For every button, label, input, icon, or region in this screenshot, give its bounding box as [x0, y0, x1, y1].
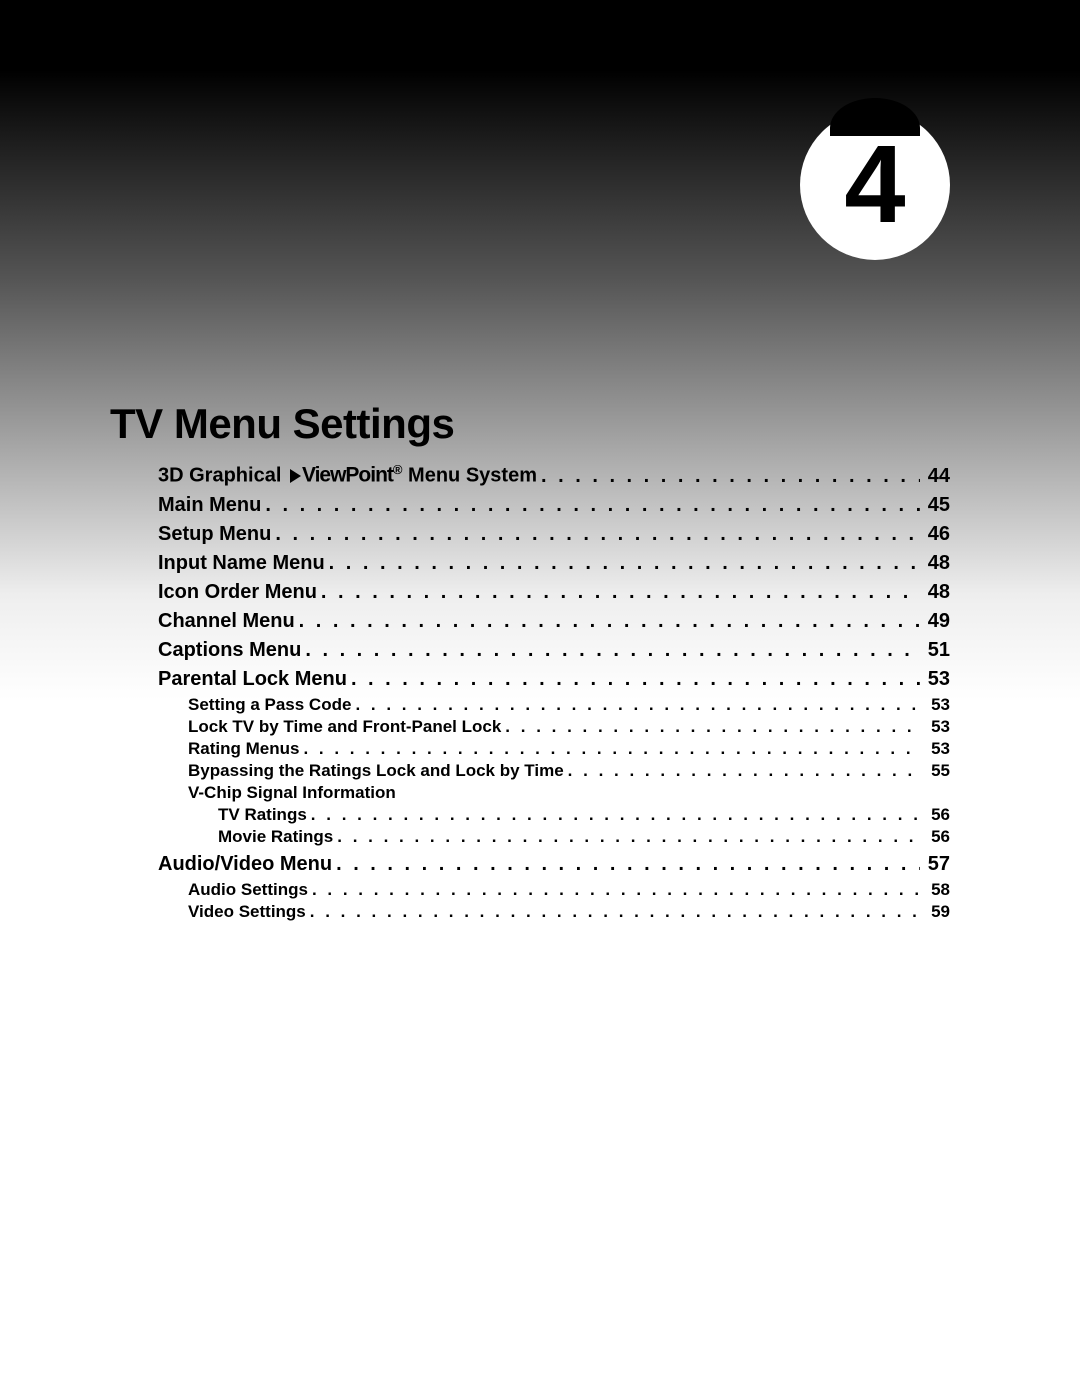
- toc-page-number: 55: [920, 761, 950, 781]
- toc-page-number: 46: [920, 523, 950, 546]
- toc-row: Setting a Pass Code 53: [110, 695, 950, 715]
- toc-leader: [301, 639, 920, 662]
- viewpoint-wordmark: ViewPoint: [302, 464, 393, 487]
- toc-leader: [564, 761, 920, 781]
- content-block: TV Menu Settings 3D Graphical ViewPoint®…: [110, 400, 950, 924]
- toc-row: V-Chip Signal Information: [110, 783, 950, 803]
- toc-leader: [271, 523, 920, 546]
- toc-label: Main Menu: [158, 494, 261, 517]
- toc-page-number: 57: [920, 853, 950, 876]
- toc-row: Channel Menu 49: [110, 610, 950, 633]
- toc-label: Setup Menu: [158, 523, 271, 546]
- page: 4 TV Menu Settings 3D Graphical ViewPoin…: [0, 0, 1080, 1397]
- toc-page-number: 53: [920, 695, 950, 715]
- toc-row: Setup Menu 46: [110, 523, 950, 546]
- toc-label: Audio/Video Menu: [158, 853, 332, 876]
- toc-page-number: 56: [920, 827, 950, 847]
- toc-leader: [351, 695, 920, 715]
- table-of-contents: 3D Graphical ViewPoint® Menu System 44 Mai…: [110, 462, 950, 922]
- toc-page-number: 45: [920, 494, 950, 517]
- toc-leader: [332, 853, 920, 876]
- toc-page-number: 48: [920, 581, 950, 604]
- toc-leader: [308, 880, 920, 900]
- toc-leader: [333, 827, 920, 847]
- toc-page-number: 59: [920, 902, 950, 922]
- toc-page-number: 49: [920, 610, 950, 633]
- toc-label: 3D Graphical ViewPoint® Menu System: [158, 462, 537, 488]
- triangle-right-icon: [290, 469, 301, 483]
- toc-page-number: 51: [920, 639, 950, 662]
- toc-page-number: 56: [920, 805, 950, 825]
- toc-page-number: 48: [920, 552, 950, 575]
- toc-leader: [307, 805, 920, 825]
- toc-label: Movie Ratings: [218, 827, 333, 847]
- toc-leader: [325, 552, 920, 575]
- toc-label: Lock TV by Time and Front-Panel Lock: [188, 717, 501, 737]
- toc-label: Bypassing the Ratings Lock and Lock by T…: [188, 761, 564, 781]
- toc-label: Channel Menu: [158, 610, 295, 633]
- registered-mark: ®: [393, 462, 403, 477]
- toc-page-number: 58: [920, 880, 950, 900]
- toc-leader: [347, 668, 920, 691]
- toc-row: Audio/Video Menu 57: [110, 853, 950, 876]
- toc-row: Main Menu 45: [110, 494, 950, 517]
- toc-label: Audio Settings: [188, 880, 308, 900]
- toc-row: Movie Ratings 56: [110, 827, 950, 847]
- toc-label: Captions Menu: [158, 639, 301, 662]
- toc-row: TV Ratings 56: [110, 805, 950, 825]
- toc-label: Rating Menus: [188, 739, 299, 759]
- toc-label: Setting a Pass Code: [188, 695, 351, 715]
- toc-label: Input Name Menu: [158, 552, 325, 575]
- toc-label: Video Settings: [188, 902, 306, 922]
- toc-label: TV Ratings: [218, 805, 307, 825]
- toc-row: 3D Graphical ViewPoint® Menu System 44: [110, 462, 950, 488]
- toc-page-number: 53: [920, 668, 950, 691]
- toc-row: Parental Lock Menu 53: [110, 668, 950, 691]
- toc-leader: [299, 739, 920, 759]
- toc-label: V-Chip Signal Information: [188, 783, 396, 803]
- toc-row: Input Name Menu 48: [110, 552, 950, 575]
- toc-row: Icon Order Menu 48: [110, 581, 950, 604]
- toc-leader: [295, 610, 920, 633]
- toc-row: Bypassing the Ratings Lock and Lock by T…: [110, 761, 950, 781]
- toc-row: Audio Settings 58: [110, 880, 950, 900]
- toc-page-number: 53: [920, 739, 950, 759]
- chapter-badge: 4: [800, 110, 950, 260]
- toc-label: Parental Lock Menu: [158, 668, 347, 691]
- toc-leader: [261, 494, 920, 517]
- toc-row: Video Settings 59: [110, 902, 950, 922]
- toc-leader: [317, 581, 920, 604]
- toc-row: Lock TV by Time and Front-Panel Lock 53: [110, 717, 950, 737]
- toc-label: Icon Order Menu: [158, 581, 317, 604]
- toc-leader: [501, 717, 920, 737]
- toc-row: Captions Menu 51: [110, 639, 950, 662]
- toc-leader: [306, 902, 920, 922]
- toc-row: Rating Menus 53: [110, 739, 950, 759]
- toc-page-number: 53: [920, 717, 950, 737]
- page-title: TV Menu Settings: [110, 400, 950, 448]
- toc-leader: [537, 465, 920, 488]
- toc-page-number: 44: [920, 465, 950, 488]
- chapter-number: 4: [844, 130, 905, 240]
